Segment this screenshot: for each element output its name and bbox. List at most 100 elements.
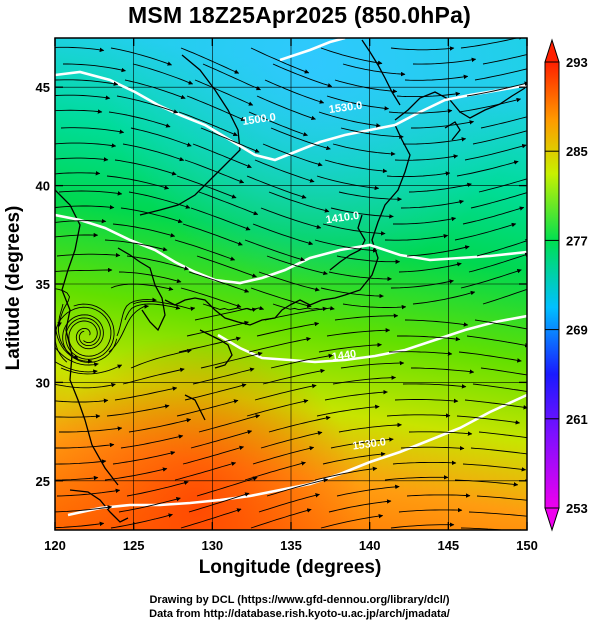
streamline [118,497,181,513]
cyclone-spiral [55,303,118,363]
streamline [458,351,522,363]
contour-labels: 1500.0 1530.0 1410.0 1440 1530.0 [242,100,387,453]
streamline [326,95,390,111]
streamline [529,97,590,112]
streamline [55,382,116,389]
streamline [318,342,382,353]
streamline [396,91,461,98]
streamline [411,120,475,129]
map-title: MSM 18Z25Apr2025 (850.0hPa) [128,2,471,28]
streamline [408,431,473,436]
streamline [531,35,593,48]
streamline [332,375,397,385]
streamline [114,159,177,176]
streamline [120,207,183,224]
colorbar-tick-label: 277 [566,233,588,248]
streamline [314,239,378,253]
streamline [466,81,527,97]
streamline [186,95,246,121]
streamline [58,190,123,196]
streamline [320,287,384,299]
streamline [254,383,317,401]
streamline [470,192,527,209]
streamline [270,127,331,151]
streamline [120,434,184,449]
streamline [338,422,402,433]
wind-streamlines [55,35,599,530]
streamline [110,283,174,291]
x-tick-label: 135 [280,538,302,553]
streamline [202,63,261,91]
streamline [124,303,181,321]
streamline [132,63,194,85]
streamline [55,521,105,529]
streamline [264,306,328,321]
streamline [342,63,406,77]
x-tick-label: 120 [44,538,66,553]
streamline [55,346,99,367]
streamline [408,182,472,193]
streamline [398,507,463,513]
streamline [60,127,125,134]
streamline [55,475,99,481]
streamline [192,367,255,385]
streamline [196,476,258,497]
streamline [406,493,471,498]
streamline [326,328,391,337]
streamline [118,271,182,284]
streamline [174,461,237,481]
cyclone-spiral-arm [62,314,118,363]
cyclone-spiral-arm [55,306,112,363]
streamline [194,307,257,321]
streamline [320,513,384,529]
streamline [200,127,260,153]
colorbar-tick-label: 269 [566,323,588,338]
streamline [402,383,467,389]
streamline [468,511,527,517]
streamline [404,74,469,81]
streamline [342,303,407,310]
streamline [460,269,522,289]
streamline [250,508,312,529]
streamline [392,460,457,466]
streamline [106,404,170,417]
streamline [266,478,329,497]
streamline [468,252,527,273]
streamline [458,97,522,113]
streamline [553,285,599,304]
streamline [404,319,469,327]
x-tick-label: 145 [437,538,459,553]
colorbar-tick-label: 285 [566,144,588,159]
streamline [462,463,527,472]
streamline [531,268,591,288]
streamline [55,505,113,513]
streamline [262,143,323,167]
streamline [190,207,251,231]
y-tick-label: 35 [36,277,50,292]
streamline [174,239,236,261]
streamline [182,445,245,465]
streamline [254,159,315,183]
streamline [318,111,381,128]
streamline [338,191,402,202]
drawing-credit: Drawing by DCL (https://www.gfd-dennou.o… [149,594,450,606]
streamline [184,383,247,401]
streamline [55,142,117,148]
cyclone-spiral-arm [65,303,115,360]
streamline [314,466,378,481]
streamline [384,475,449,481]
streamline [104,239,168,252]
streamline [266,255,328,276]
streamline [400,445,465,451]
colorbar-tick-label: 253 [566,501,588,516]
colorbar-tick-label: 293 [566,55,588,70]
streamline [402,137,467,145]
streamline [244,239,306,262]
streamline [328,271,392,282]
y-axis-ticks: 25 30 35 40 45 [36,80,527,489]
streamline [55,442,115,449]
streamline [130,348,192,369]
streamline [268,415,331,433]
streamline [533,464,596,471]
streamline [328,499,392,513]
